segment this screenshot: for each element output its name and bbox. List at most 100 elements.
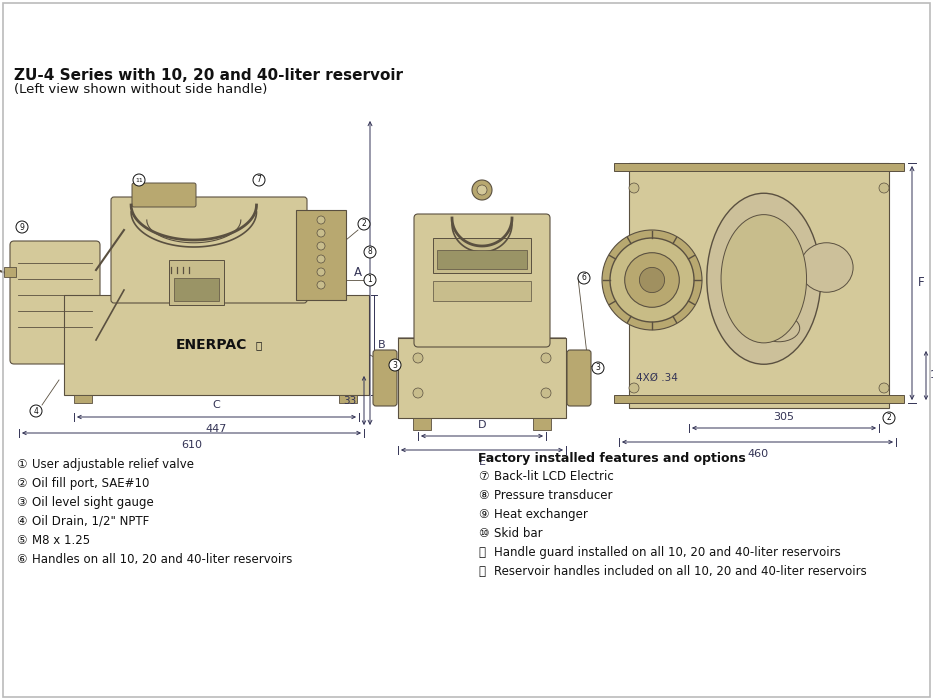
- Text: ZU-4 Series with 10, 20 and 40-liter reservoir: ZU-4 Series with 10, 20 and 40-liter res…: [14, 68, 403, 83]
- Text: 11: 11: [135, 178, 143, 183]
- Text: ③: ③: [16, 496, 26, 509]
- Text: User adjustable relief valve: User adjustable relief valve: [32, 458, 194, 471]
- Ellipse shape: [721, 215, 806, 343]
- Circle shape: [317, 281, 325, 289]
- Circle shape: [358, 218, 370, 230]
- Circle shape: [883, 412, 895, 424]
- Bar: [4, 267, 16, 277]
- Text: Skid bar: Skid bar: [494, 527, 543, 540]
- Text: B: B: [378, 340, 385, 350]
- Text: Reservoir handles included on all 10, 20 and 40-liter reservoirs: Reservoir handles included on all 10, 20…: [494, 565, 867, 578]
- FancyBboxPatch shape: [10, 241, 100, 364]
- Circle shape: [472, 180, 492, 200]
- Circle shape: [629, 383, 639, 393]
- Circle shape: [317, 255, 325, 263]
- Circle shape: [30, 405, 42, 417]
- Text: Factory installed features and options: Factory installed features and options: [478, 452, 745, 465]
- Text: 447: 447: [206, 424, 228, 434]
- Circle shape: [16, 221, 28, 233]
- Text: 2: 2: [362, 220, 367, 228]
- FancyBboxPatch shape: [373, 350, 397, 406]
- FancyBboxPatch shape: [132, 183, 196, 207]
- Text: ⑨: ⑨: [478, 508, 489, 521]
- Bar: [614, 163, 904, 171]
- Circle shape: [610, 238, 694, 322]
- Text: M8 x 1.25: M8 x 1.25: [32, 534, 91, 547]
- Text: ⑩: ⑩: [478, 527, 489, 540]
- Circle shape: [364, 246, 376, 258]
- Bar: [629, 163, 889, 408]
- Text: F: F: [918, 276, 925, 290]
- Circle shape: [477, 185, 487, 195]
- Circle shape: [317, 242, 325, 250]
- Text: ⑧: ⑧: [478, 489, 489, 502]
- Text: 305: 305: [773, 412, 795, 422]
- Text: 610: 610: [181, 440, 202, 450]
- Circle shape: [625, 253, 679, 307]
- Text: ⑥: ⑥: [16, 553, 26, 566]
- Bar: [433, 238, 531, 273]
- Text: 3: 3: [595, 363, 601, 372]
- Circle shape: [413, 353, 423, 363]
- Text: 13: 13: [930, 370, 933, 381]
- Text: 460: 460: [747, 449, 768, 459]
- Text: Oil level sight gauge: Oil level sight gauge: [32, 496, 154, 509]
- Bar: [74, 395, 92, 403]
- Circle shape: [317, 268, 325, 276]
- Circle shape: [879, 183, 889, 193]
- Text: Back-lit LCD Electric: Back-lit LCD Electric: [494, 470, 614, 483]
- Circle shape: [389, 359, 401, 371]
- FancyBboxPatch shape: [414, 214, 550, 347]
- Text: ⑪: ⑪: [478, 546, 485, 559]
- Circle shape: [317, 216, 325, 224]
- Bar: [174, 278, 219, 301]
- Circle shape: [364, 274, 376, 286]
- Circle shape: [639, 267, 664, 293]
- Circle shape: [253, 174, 265, 186]
- Circle shape: [541, 353, 551, 363]
- Bar: [437, 250, 527, 269]
- Text: Pressure transducer: Pressure transducer: [494, 489, 612, 502]
- Text: Heat exchanger: Heat exchanger: [494, 508, 588, 521]
- Bar: [398, 338, 566, 418]
- Text: ⑫: ⑫: [478, 565, 485, 578]
- Text: Oil fill port, SAE#10: Oil fill port, SAE#10: [32, 477, 149, 490]
- Bar: [433, 281, 531, 301]
- Polygon shape: [398, 338, 566, 343]
- Circle shape: [413, 388, 423, 398]
- Bar: [339, 395, 357, 403]
- Circle shape: [133, 174, 145, 186]
- Ellipse shape: [758, 315, 800, 342]
- Text: ④: ④: [16, 515, 26, 528]
- Text: 4: 4: [34, 407, 38, 416]
- Text: 7: 7: [257, 176, 261, 185]
- Text: 1: 1: [368, 276, 372, 284]
- Circle shape: [578, 272, 590, 284]
- Bar: [413, 418, 431, 430]
- Text: E: E: [479, 457, 485, 467]
- Circle shape: [592, 362, 604, 374]
- Ellipse shape: [800, 243, 853, 293]
- FancyBboxPatch shape: [567, 350, 591, 406]
- Bar: [614, 395, 904, 403]
- Text: (Left view shown without side handle): (Left view shown without side handle): [14, 83, 268, 96]
- Circle shape: [602, 230, 702, 330]
- Text: ②: ②: [16, 477, 26, 490]
- Ellipse shape: [707, 193, 821, 364]
- Text: 3: 3: [393, 360, 397, 370]
- Text: 33: 33: [342, 395, 356, 405]
- Circle shape: [629, 183, 639, 193]
- Text: ENERPAC: ENERPAC: [175, 338, 247, 352]
- Circle shape: [317, 229, 325, 237]
- Bar: [296, 210, 346, 300]
- Circle shape: [541, 388, 551, 398]
- Bar: [533, 418, 551, 430]
- Circle shape: [879, 383, 889, 393]
- Text: Handles on all 10, 20 and 40-liter reservoirs: Handles on all 10, 20 and 40-liter reser…: [32, 553, 292, 566]
- Text: Oil Drain, 1/2" NPTF: Oil Drain, 1/2" NPTF: [32, 515, 149, 528]
- Text: C: C: [213, 400, 220, 410]
- Bar: [169, 260, 224, 305]
- Text: A: A: [354, 267, 362, 279]
- Bar: [64, 295, 369, 395]
- Text: 8: 8: [368, 248, 372, 256]
